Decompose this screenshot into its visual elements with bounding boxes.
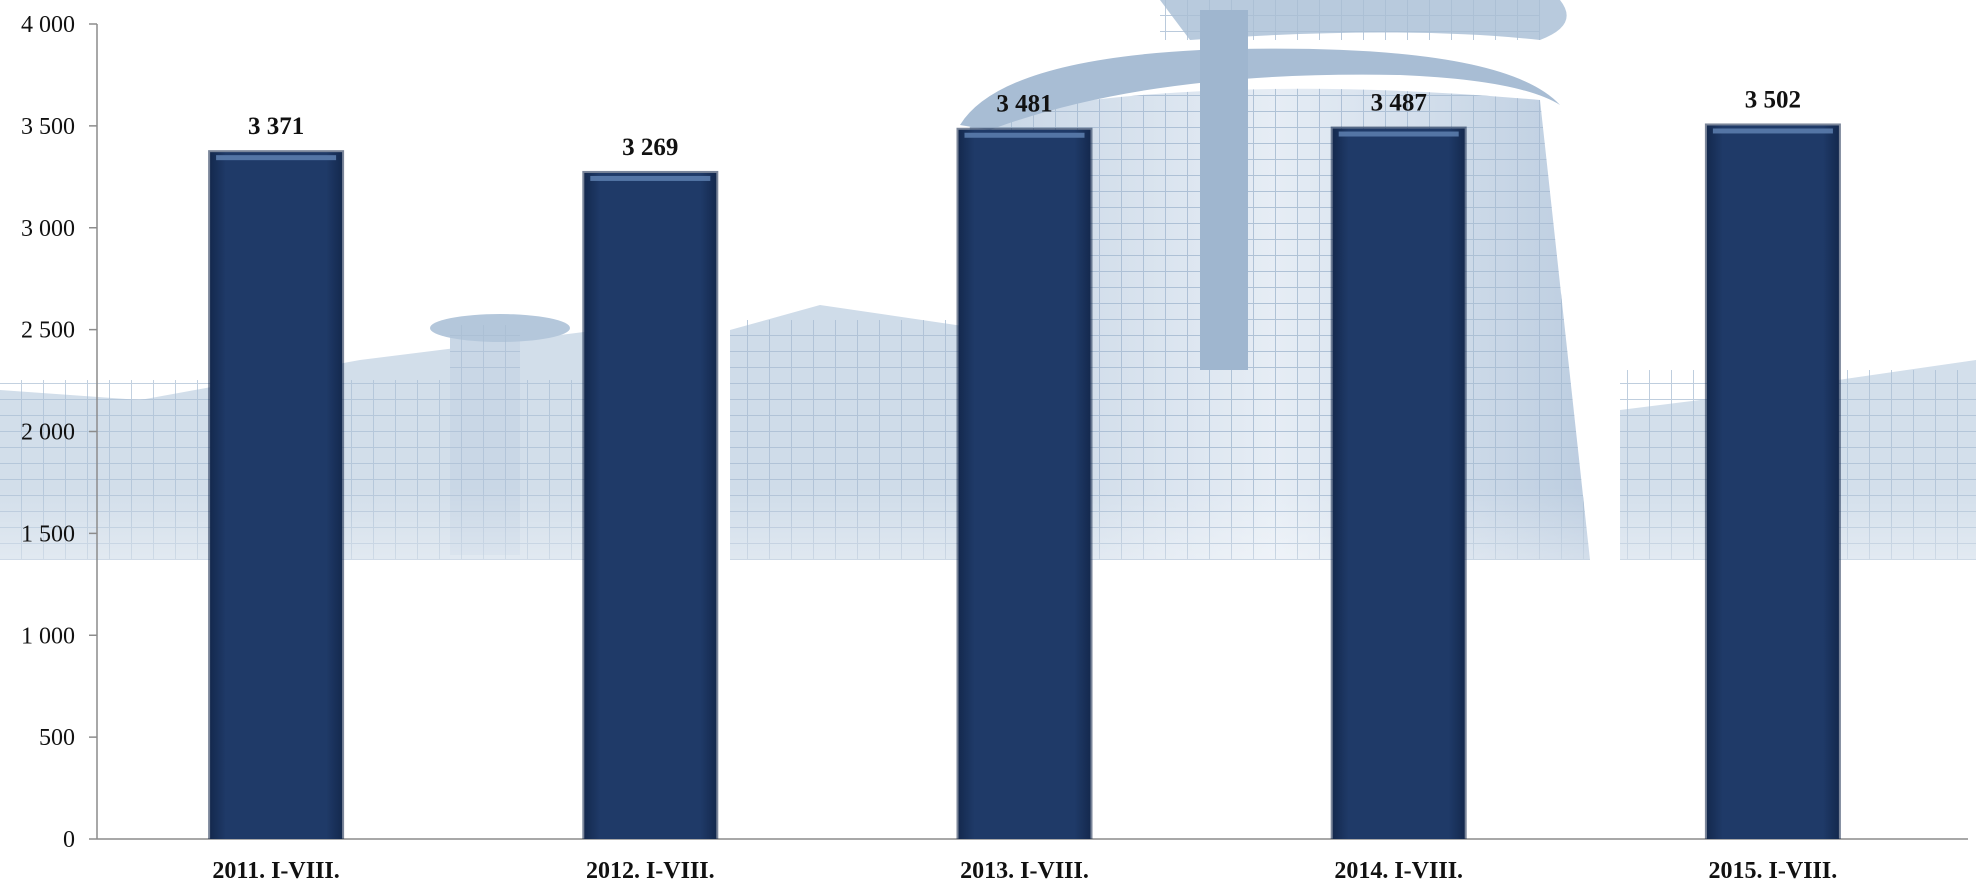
y-tick-label: 2 500 [21, 318, 75, 344]
y-tick-label: 1 000 [21, 623, 75, 649]
data-label: 3 371 [248, 113, 304, 140]
bar-bevel [964, 132, 1085, 138]
x-tick-label: 2015. I-VIII. [1709, 858, 1838, 884]
data-label: 3 502 [1745, 86, 1801, 113]
y-tick-label: 3 000 [21, 216, 75, 242]
bars-group [208, 123, 1841, 840]
bar-body [1332, 128, 1465, 839]
x-tick-label: 2014. I-VIII. [1334, 858, 1463, 884]
x-tick-label: 2012. I-VIII. [586, 858, 715, 884]
data-labels-group: 3 371 3 269 3 481 3 487 3 502 [248, 86, 1801, 160]
bar-bevel [1712, 128, 1833, 134]
y-tick-label: 0 [63, 827, 75, 853]
y-tick-label: 500 [39, 725, 75, 751]
bar-bevel [216, 155, 337, 161]
bar-4 [1330, 126, 1467, 840]
bar-bevel [1338, 131, 1459, 137]
bar-3 [956, 127, 1093, 840]
y-tick-label: 2 000 [21, 420, 75, 446]
y-tick-label: 1 500 [21, 521, 75, 547]
y-axis-ticks: 0 500 1 000 1 500 2 000 2 500 3 000 3 500 4 000 [21, 12, 97, 853]
x-tick-label: 2013. I-VIII. [960, 858, 1089, 884]
x-axis-labels: 2011. I-VIII. 2012. I-VIII. 2013. I-VIII. 2… [212, 858, 1837, 884]
bar-2 [582, 170, 719, 839]
bar-body [584, 172, 717, 839]
bar-body [958, 129, 1091, 840]
bar-5 [1704, 123, 1841, 839]
data-label: 3 487 [1371, 90, 1427, 117]
data-label: 3 269 [622, 134, 678, 161]
bar-bevel [590, 175, 711, 181]
bar-1 [208, 150, 345, 839]
x-tick-label: 2011. I-VIII. [212, 858, 339, 884]
bar-body [1706, 125, 1839, 839]
data-label: 3 481 [996, 91, 1052, 118]
bar-body [210, 152, 343, 839]
y-tick-label: 3 500 [21, 114, 75, 140]
y-tick-label: 4 000 [21, 12, 75, 38]
